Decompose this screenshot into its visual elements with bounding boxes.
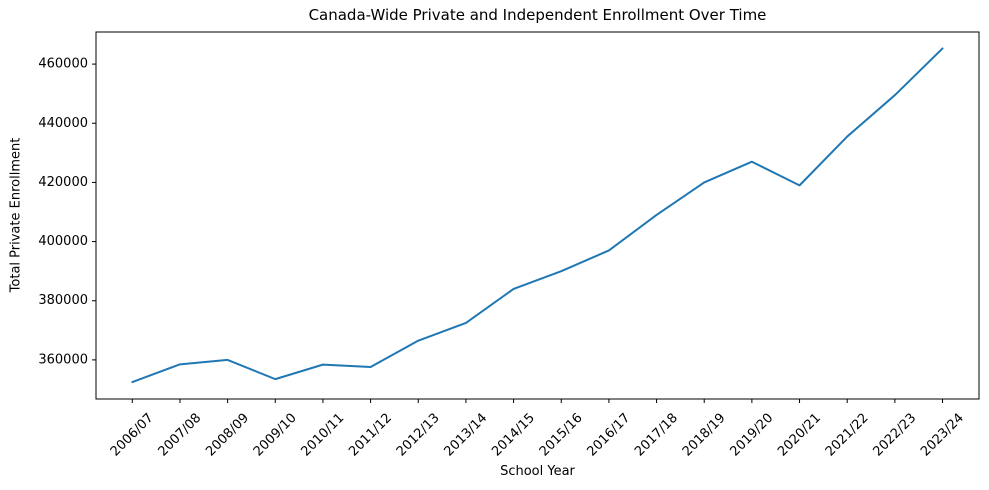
x-tick-label: 2015/16 xyxy=(537,411,586,460)
x-tick-label: 2019/20 xyxy=(727,411,776,460)
y-tick-label: 360000 xyxy=(38,352,88,367)
y-tick-label: 400000 xyxy=(38,234,88,249)
x-tick-label: 2007/08 xyxy=(156,411,205,460)
x-tick-label: 2009/10 xyxy=(251,411,300,460)
x-tick-label: 2021/22 xyxy=(823,411,872,460)
chart-title: Canada-Wide Private and Independent Enro… xyxy=(308,6,767,24)
y-tick-label: 380000 xyxy=(38,293,88,308)
x-tick-label: 2016/17 xyxy=(584,411,633,460)
y-tick-label: 420000 xyxy=(38,175,88,190)
x-tick-label: 2006/07 xyxy=(108,411,157,460)
enrollment-line xyxy=(131,47,944,384)
x-tick-label: 2008/09 xyxy=(203,411,252,460)
x-tick-label: 2011/12 xyxy=(346,411,395,460)
y-tick-label: 440000 xyxy=(38,116,88,131)
x-tick-label: 2014/15 xyxy=(489,411,538,460)
x-tick-label: 2010/11 xyxy=(299,411,348,460)
x-tick-label: 2020/21 xyxy=(775,411,824,460)
x-tick-label: 2022/23 xyxy=(870,411,919,460)
x-tick-label: 2018/19 xyxy=(680,411,729,460)
x-tick-label: 2013/14 xyxy=(442,411,491,460)
x-tick-label: 2023/24 xyxy=(918,411,967,460)
axes-frame xyxy=(95,31,980,400)
x-tick-label: 2017/18 xyxy=(632,411,681,460)
x-axis-label: School Year xyxy=(500,464,575,479)
y-axis-label: Total Private Enrollment xyxy=(8,137,24,293)
x-tick-label: 2012/13 xyxy=(394,411,443,460)
y-tick-label: 460000 xyxy=(38,57,88,72)
